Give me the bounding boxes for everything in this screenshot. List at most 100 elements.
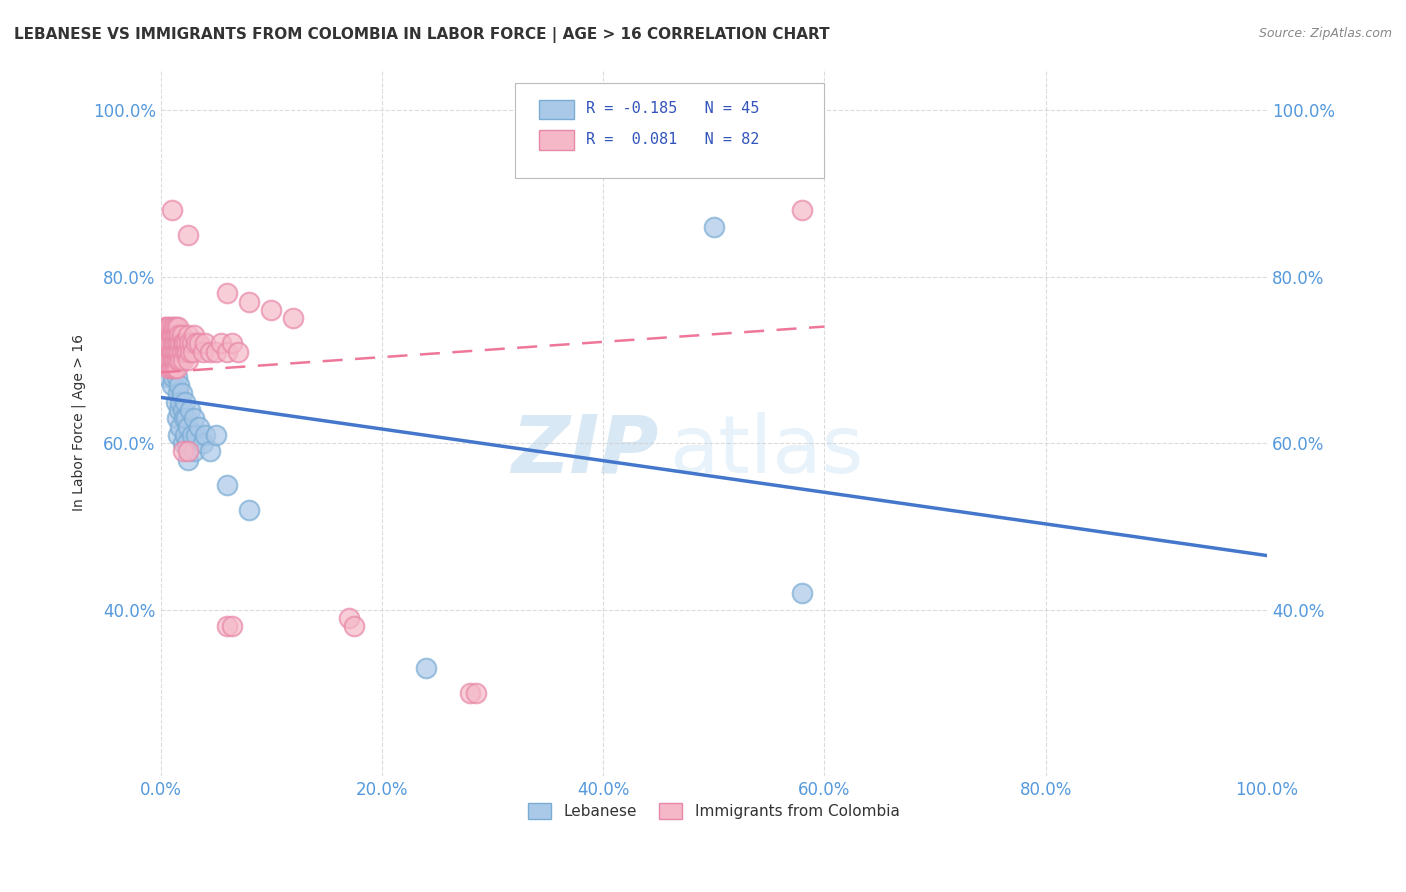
Text: ZIP: ZIP bbox=[510, 411, 658, 490]
Point bbox=[156, 319, 179, 334]
Point bbox=[166, 369, 188, 384]
Text: Source: ZipAtlas.com: Source: ZipAtlas.com bbox=[1258, 27, 1392, 40]
Point bbox=[169, 344, 191, 359]
Point bbox=[188, 336, 211, 351]
Point bbox=[180, 427, 202, 442]
Point bbox=[163, 327, 186, 342]
Point bbox=[157, 336, 180, 351]
Point bbox=[163, 352, 186, 367]
Point bbox=[173, 344, 195, 359]
Point bbox=[162, 327, 184, 342]
Text: LEBANESE VS IMMIGRANTS FROM COLOMBIA IN LABOR FORCE | AGE > 16 CORRELATION CHART: LEBANESE VS IMMIGRANTS FROM COLOMBIA IN … bbox=[14, 27, 830, 43]
Point bbox=[170, 386, 193, 401]
Point bbox=[169, 352, 191, 367]
Point bbox=[159, 361, 181, 376]
Point bbox=[160, 336, 183, 351]
Point bbox=[200, 444, 222, 458]
Point bbox=[283, 311, 305, 326]
Text: atlas: atlas bbox=[669, 411, 863, 490]
Point bbox=[167, 427, 190, 442]
Point bbox=[172, 336, 194, 351]
Point bbox=[460, 686, 482, 700]
Point bbox=[184, 336, 207, 351]
Point bbox=[157, 327, 180, 342]
Point bbox=[173, 336, 195, 351]
Point bbox=[156, 352, 179, 367]
Point bbox=[177, 444, 200, 458]
Point bbox=[221, 336, 243, 351]
Point bbox=[343, 619, 366, 633]
Point bbox=[792, 202, 814, 217]
Point bbox=[167, 352, 190, 367]
Point bbox=[215, 477, 238, 491]
Point bbox=[215, 344, 238, 359]
Point bbox=[179, 336, 201, 351]
Point bbox=[163, 361, 186, 376]
Point bbox=[169, 336, 191, 351]
Point bbox=[200, 344, 222, 359]
Point bbox=[169, 419, 191, 434]
Point bbox=[238, 294, 260, 309]
Point bbox=[174, 336, 197, 351]
Text: R = -0.185   N = 45: R = -0.185 N = 45 bbox=[586, 102, 759, 116]
Point bbox=[183, 411, 205, 425]
Point bbox=[157, 369, 180, 384]
Point bbox=[177, 227, 200, 242]
Point bbox=[153, 327, 176, 342]
Point bbox=[165, 344, 187, 359]
Point bbox=[792, 586, 814, 600]
Point bbox=[191, 344, 214, 359]
Point bbox=[170, 327, 193, 342]
Point bbox=[415, 661, 437, 675]
Point bbox=[167, 386, 190, 401]
Y-axis label: In Labor Force | Age > 16: In Labor Force | Age > 16 bbox=[72, 334, 86, 511]
Point bbox=[153, 336, 176, 351]
Point bbox=[173, 394, 195, 409]
Point bbox=[165, 336, 187, 351]
Point bbox=[194, 336, 217, 351]
Point bbox=[160, 319, 183, 334]
Point bbox=[157, 336, 180, 351]
Point bbox=[155, 327, 177, 342]
Point bbox=[176, 344, 198, 359]
Point bbox=[166, 361, 188, 376]
Point bbox=[183, 444, 205, 458]
Point bbox=[169, 402, 191, 417]
Point bbox=[194, 427, 217, 442]
Point bbox=[157, 344, 180, 359]
Point bbox=[177, 419, 200, 434]
Point bbox=[226, 344, 249, 359]
Point bbox=[157, 352, 180, 367]
Point bbox=[167, 319, 190, 334]
Point bbox=[166, 327, 188, 342]
Point bbox=[169, 377, 191, 392]
FancyBboxPatch shape bbox=[538, 100, 574, 120]
Point bbox=[156, 344, 179, 359]
Point bbox=[159, 361, 181, 376]
Point bbox=[166, 411, 188, 425]
Point bbox=[165, 352, 187, 367]
Point bbox=[163, 352, 186, 367]
Point bbox=[163, 336, 186, 351]
Point bbox=[153, 344, 176, 359]
Point bbox=[160, 202, 183, 217]
Point bbox=[177, 352, 200, 367]
Point bbox=[183, 327, 205, 342]
Point bbox=[165, 319, 187, 334]
Point bbox=[153, 319, 176, 334]
Point bbox=[160, 377, 183, 392]
Point bbox=[163, 344, 186, 359]
Point bbox=[172, 444, 194, 458]
Point bbox=[162, 361, 184, 376]
Point bbox=[167, 336, 190, 351]
Point bbox=[169, 394, 191, 409]
Point bbox=[260, 302, 283, 317]
Legend: Lebanese, Immigrants from Colombia: Lebanese, Immigrants from Colombia bbox=[522, 797, 905, 825]
Point bbox=[205, 344, 228, 359]
Point bbox=[215, 286, 238, 301]
Point bbox=[159, 327, 181, 342]
Point bbox=[179, 402, 201, 417]
Point bbox=[162, 369, 184, 384]
Point bbox=[157, 319, 180, 334]
Point bbox=[166, 344, 188, 359]
